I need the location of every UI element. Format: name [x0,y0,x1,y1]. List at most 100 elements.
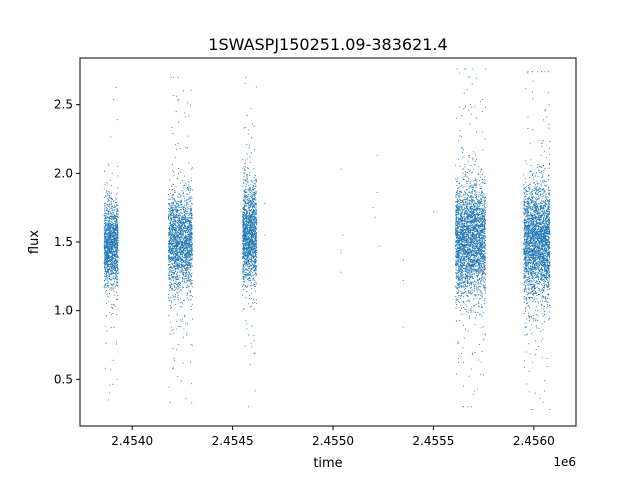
data-point [176,255,178,257]
data-point [242,224,244,226]
data-point [181,212,183,214]
data-point [183,204,185,206]
data-point [248,223,250,225]
data-point [242,237,244,239]
data-point [190,305,192,307]
data-point [185,272,188,274]
data-point [105,214,107,216]
data-point [251,346,253,348]
data-point [181,246,183,248]
data-point [243,166,245,168]
data-point [113,304,116,306]
data-point [175,264,177,266]
data-point [115,261,117,263]
data-point [117,250,119,252]
data-point [243,172,245,174]
data-point [172,207,174,209]
data-point [107,281,109,283]
data-point [191,272,193,274]
data-point [113,230,115,232]
data-point [170,207,172,209]
data-point [189,104,192,106]
data-point [106,208,109,210]
data-point [116,237,119,239]
data-point [106,194,108,196]
data-point [111,199,113,201]
data-point [191,259,193,261]
data-point [180,252,182,254]
data-point [178,232,180,234]
data-point [176,291,178,293]
data-point [168,278,170,280]
data-point [243,213,245,216]
data-point [111,283,113,285]
data-point [178,193,180,195]
data-point [248,129,250,131]
data-point [244,273,247,276]
data-point [176,95,178,97]
data-point [242,267,244,269]
data-point [252,191,254,193]
data-point [255,261,257,263]
data-point [174,215,177,217]
data-point [112,228,114,230]
data-point [179,282,181,284]
data-point [255,202,257,204]
data-point [254,229,256,231]
data-point [253,253,255,255]
data-point [187,251,189,253]
data-point [256,266,258,268]
data-point [173,174,175,176]
data-point [255,227,257,229]
data-point [168,208,171,210]
data-point [117,229,119,231]
data-point [183,257,185,259]
data-point [256,231,258,234]
data-point [111,233,113,236]
data-point [186,206,188,208]
data-point [111,264,113,266]
data-point [189,245,191,248]
data-point [103,196,105,199]
data-point [183,222,185,224]
data-point [104,243,106,245]
data-point [112,215,114,217]
data-point [188,290,190,292]
data-point [184,226,186,228]
data-point [175,239,177,241]
data-point [253,273,255,275]
data-point [113,275,115,277]
data-point [104,260,106,262]
data-point [167,264,169,266]
data-point [246,291,248,293]
data-point [107,193,109,195]
data-point [112,249,114,251]
data-point [107,239,109,241]
data-point [253,179,255,181]
data-point [190,274,192,276]
data-point [251,238,253,240]
data-point [252,194,254,196]
data-point [109,231,111,233]
data-point [111,203,113,205]
data-point [246,328,248,330]
data-point [185,259,187,261]
data-point [105,244,107,247]
data-point [248,214,250,216]
data-point [252,207,254,209]
data-point [245,235,247,237]
data-point [183,175,185,177]
data-point [185,210,187,212]
data-point [185,182,187,184]
data-point [113,234,115,236]
data-point [106,260,108,262]
data-point [107,220,109,222]
data-point [243,308,245,310]
data-point [255,236,257,238]
data-point [255,86,257,88]
data-point [108,275,110,277]
data-point [254,239,256,241]
data-point [115,226,117,228]
data-point [182,90,185,92]
data-point [172,294,174,296]
